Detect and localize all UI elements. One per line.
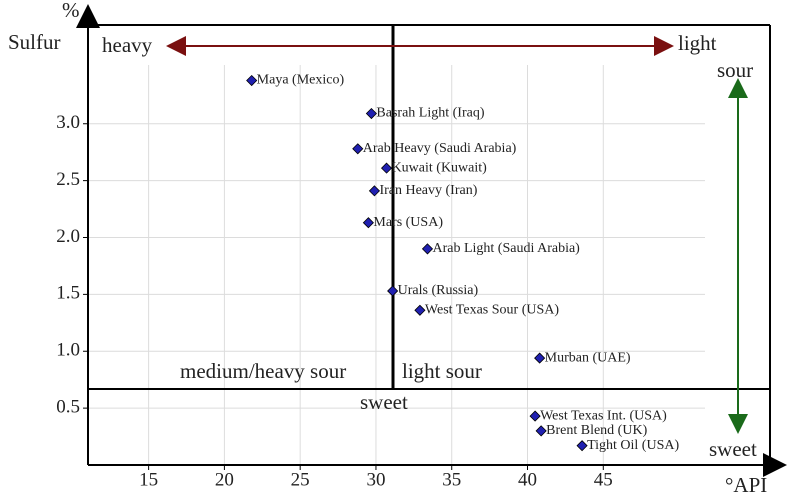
point [576, 440, 588, 452]
annotation: sour [717, 58, 753, 82]
point-label: Arab Light (Saudi Arabia) [432, 241, 580, 256]
x-tick-label: 35 [442, 469, 461, 490]
annotation: heavy [102, 33, 153, 57]
y-tick-label: 0.5 [56, 396, 80, 417]
point [380, 162, 393, 174]
point-label: Iran Heavy (Iran) [379, 183, 477, 198]
x-tick-label: 25 [291, 469, 310, 490]
annotation: sweet [709, 437, 757, 461]
point-label: West Texas Sour (USA) [425, 303, 559, 318]
y-tick-label: 2.0 [56, 226, 80, 247]
point-label: West Texas Int. (USA) [540, 408, 667, 423]
x-tick-label: 15 [139, 469, 158, 490]
annotation: sweet [360, 390, 408, 414]
x-tick-label: 20 [215, 469, 234, 490]
point-label: Brent Blend (UK) [546, 423, 647, 438]
point-label: Maya (Mexico) [257, 73, 345, 88]
point-label: Urals (Russia) [398, 283, 479, 298]
point-label: Mars (USA) [373, 215, 443, 230]
annotation: light sour [402, 359, 482, 383]
point [362, 217, 374, 229]
annotation: light [678, 31, 717, 55]
y-axis-unit: % [62, 0, 80, 22]
y-tick-label: 1.5 [56, 283, 80, 304]
point [534, 352, 546, 364]
x-tick-label: 45 [594, 469, 613, 490]
point [365, 107, 377, 120]
point [529, 410, 541, 422]
x-axis-label: °API [725, 473, 767, 497]
point [352, 143, 364, 155]
point-label: Murban (UAE) [545, 350, 631, 365]
x-tick-label: 30 [366, 469, 385, 490]
y-tick-label: 2.5 [56, 169, 80, 190]
y-axis-label: Sulfur [8, 30, 61, 54]
grid [88, 65, 705, 465]
point-label: Kuwait (Kuwait) [392, 160, 488, 175]
point [246, 74, 258, 87]
point [414, 304, 426, 316]
y-tick-label: 3.0 [56, 112, 80, 133]
point-label: Tight Oil (USA) [587, 438, 679, 453]
y-tick-label: 1.0 [56, 340, 80, 361]
point [421, 243, 434, 255]
x-tick-label: 40 [518, 469, 537, 490]
point-label: Arab Heavy (Saudi Arabia) [363, 141, 517, 156]
point-label: Basrah Light (Iraq) [376, 106, 484, 121]
point [535, 425, 547, 437]
point [368, 185, 381, 197]
point [387, 285, 399, 297]
annotation: medium/heavy sour [180, 359, 346, 383]
